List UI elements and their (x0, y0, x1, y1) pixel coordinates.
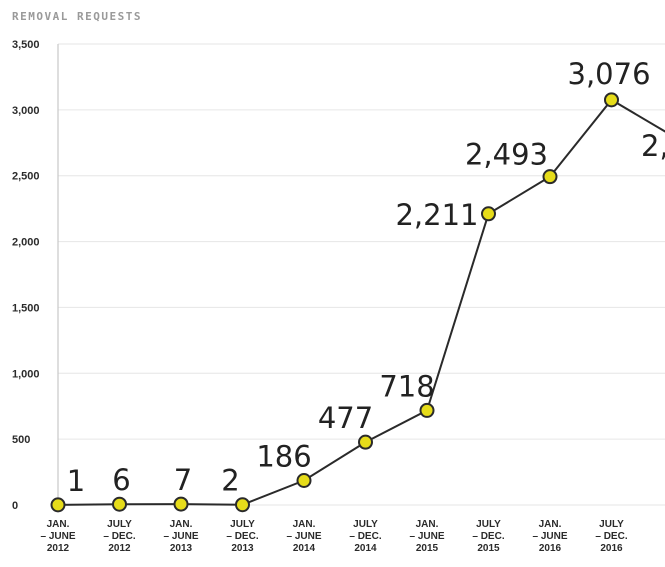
data-markers (50, 92, 619, 513)
data-label: 186 (256, 440, 311, 474)
data-label: 2,493 (465, 138, 548, 172)
x-tick-label: JAN. – JUNE 2012 (40, 519, 75, 554)
data-point-marker (50, 497, 66, 513)
chart-title: REMOVAL REQUESTS (12, 10, 142, 23)
y-tick-label: 3,000 (12, 105, 40, 117)
y-tick-label: 0 (12, 500, 18, 512)
data-label: 3,076 (568, 57, 651, 91)
data-label: 2 (221, 464, 239, 498)
y-tick-label: 2,500 (12, 171, 40, 183)
x-tick-label: JULY – DEC. 2012 (103, 519, 135, 554)
y-tick-label: 1,500 (12, 302, 40, 314)
x-tick-label: JAN. – JUNE 2013 (163, 519, 198, 554)
data-point-marker (481, 206, 496, 222)
y-tick-label: 1,000 (12, 368, 40, 380)
data-point-marker (542, 169, 558, 185)
data-point-marker (419, 402, 435, 418)
data-label: 1 (67, 464, 85, 498)
x-tick-label: JULY – DEC. 2016 (595, 519, 627, 554)
data-point-marker (112, 496, 127, 512)
x-tick-label: JULY – DEC. 2013 (226, 519, 258, 554)
x-axis-ticks: JAN. – JUNE 2012 JULY – DEC. 2012 JAN. – JUNE 20… (40, 519, 627, 554)
data-label: 477 (318, 401, 373, 435)
x-tick-label: JULY – DEC. 2015 (472, 519, 504, 554)
y-axis-ticks: 3,500 3,000 2,500 2,000 1,500 1,000 500 0 (12, 39, 40, 512)
data-point-marker (296, 473, 312, 489)
data-label: 2,211 (395, 198, 478, 232)
data-point-marker (173, 496, 189, 512)
x-tick-label: JAN. – JUNE 2014 (286, 519, 321, 554)
x-tick-label: JULY – DEC. 2014 (349, 519, 381, 554)
data-point-marker (235, 497, 250, 513)
gridlines (57, 43, 665, 506)
data-label: 718 (379, 369, 434, 403)
data-label: 7 (174, 463, 192, 497)
data-point-marker (358, 434, 373, 450)
data-label: 2, (641, 129, 665, 163)
data-label: 6 (112, 463, 130, 497)
y-tick-label: 3,500 (12, 39, 40, 51)
data-point-marker (604, 92, 619, 108)
x-tick-label: JAN. – JUNE 2016 (532, 519, 567, 554)
x-tick-label: JAN. – JUNE 2015 (409, 519, 444, 554)
y-tick-label: 2,000 (12, 237, 40, 249)
y-tick-label: 500 (12, 434, 30, 446)
